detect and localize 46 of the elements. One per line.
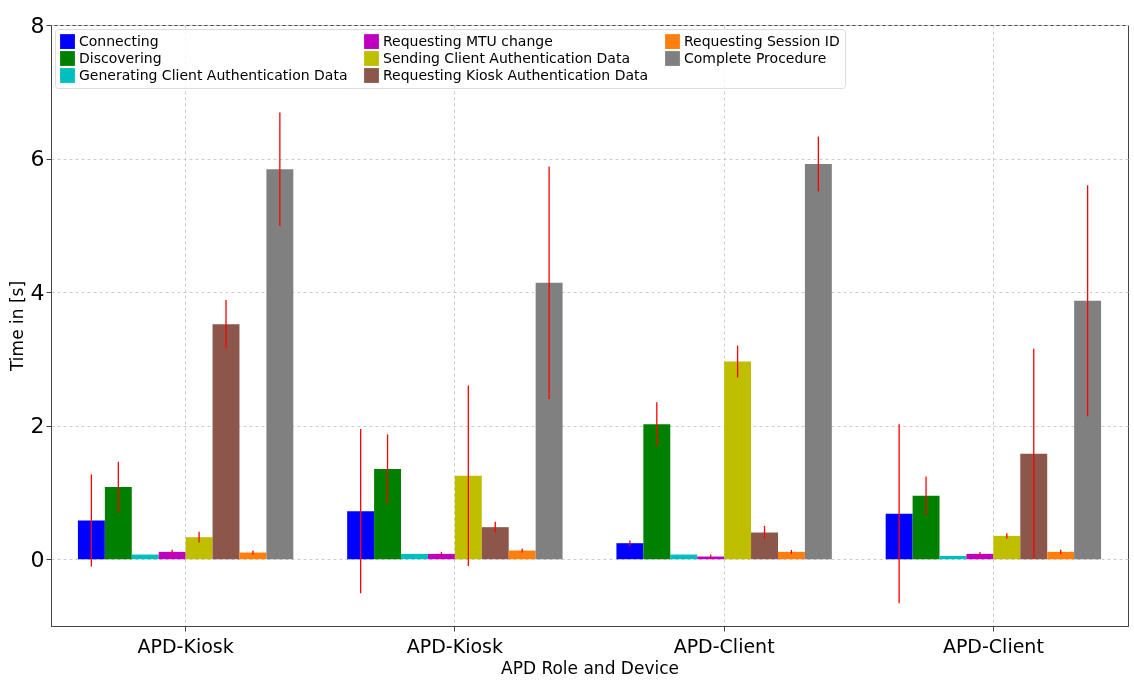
bar	[643, 424, 671, 560]
legend-label: Generating Client Authentication Data	[79, 66, 348, 83]
bar	[158, 551, 186, 560]
bar	[454, 475, 482, 560]
x-tick-label: APD-Client	[942, 634, 1044, 657]
legend-label: Requesting Session ID	[684, 32, 840, 49]
bar	[1020, 453, 1048, 560]
x-tick-label: APD-Kiosk	[137, 634, 234, 657]
x-tick-label: APD-Kiosk	[406, 634, 503, 657]
bar	[508, 550, 536, 560]
y-tick-label: 8	[30, 12, 45, 38]
legend-label: Requesting Kiosk Authentication Data	[383, 66, 649, 83]
bar	[1074, 300, 1102, 560]
y-tick-label: 4	[30, 279, 45, 305]
bar	[374, 469, 402, 560]
bar	[77, 520, 105, 560]
bar	[401, 553, 428, 560]
bar	[535, 282, 563, 560]
bar	[212, 324, 240, 560]
bar	[266, 169, 294, 560]
legend-label: Connecting	[79, 32, 159, 49]
x-tick-label: APD-Client	[673, 634, 775, 657]
bar	[993, 535, 1021, 560]
bar	[104, 487, 132, 560]
bar	[616, 543, 644, 560]
y-tick-label: 2	[30, 413, 45, 439]
legend-label: Sending Client Authentication Data	[383, 49, 630, 66]
y-tick-label: 6	[30, 146, 45, 172]
bar	[912, 495, 940, 560]
bar	[724, 361, 752, 560]
bar	[427, 553, 455, 560]
bar	[1047, 551, 1075, 560]
legend-label: Requesting MTU change	[383, 32, 553, 49]
bar	[751, 532, 778, 560]
x-axis-title: APD Role and Device	[501, 657, 679, 678]
bar	[804, 163, 832, 560]
y-axis-title: Time in [s]	[6, 280, 27, 373]
bar	[777, 551, 805, 560]
bar	[885, 513, 913, 560]
bar	[347, 511, 375, 560]
bar	[185, 537, 213, 560]
bar	[966, 553, 994, 560]
legend-label: Discovering	[79, 49, 162, 66]
bar	[481, 527, 509, 560]
y-tick-label: 0	[30, 546, 45, 572]
legend-label: Complete Procedure	[684, 49, 827, 66]
